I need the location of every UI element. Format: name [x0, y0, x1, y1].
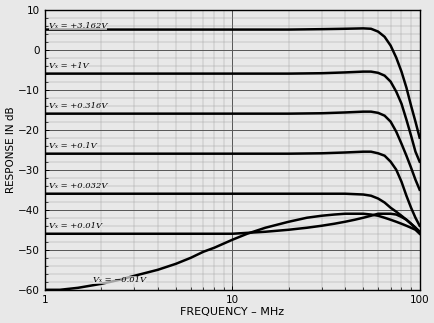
Text: Vₓ = −0.01V: Vₓ = −0.01V	[93, 276, 145, 284]
Y-axis label: RESPONSE IN dB: RESPONSE IN dB	[6, 106, 16, 193]
Text: Vₓ = +1V: Vₓ = +1V	[49, 62, 89, 69]
Text: Vₓ = +0.01V: Vₓ = +0.01V	[49, 222, 102, 230]
Text: Vₓ = +0.316V: Vₓ = +0.316V	[49, 102, 107, 109]
Text: Vₓ = +0.1V: Vₓ = +0.1V	[49, 142, 96, 150]
X-axis label: FREQUENCY – MHz: FREQUENCY – MHz	[180, 307, 284, 318]
Text: Vₓ = +3.162V: Vₓ = +3.162V	[49, 22, 107, 30]
Text: Vₓ = +0.032V: Vₓ = +0.032V	[49, 182, 107, 190]
